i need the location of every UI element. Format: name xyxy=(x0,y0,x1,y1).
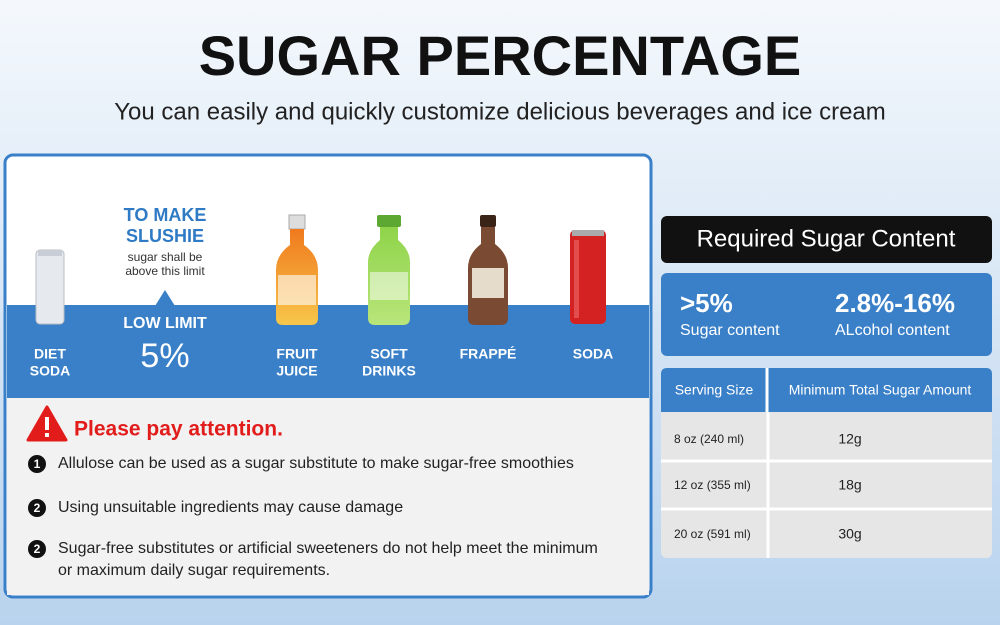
limit-label: LOW LIMIT xyxy=(123,315,207,332)
requirements-title: Required Sugar Content xyxy=(697,225,956,252)
sugar-amount: 30g xyxy=(838,526,861,542)
beverage-label: SODA xyxy=(573,346,613,362)
item-text: Sugar-free substitutes or artificial swe… xyxy=(58,540,598,557)
item-text: or maximum daily sugar requirements. xyxy=(58,562,330,579)
table-text: Serving Size Minimum Total Sugar Amount 8 … xyxy=(674,382,971,542)
stats: >5% Sugar content 2.8%-16% ALcohol content xyxy=(680,288,955,339)
beverage-band xyxy=(7,305,649,398)
stat-value: >5% xyxy=(680,288,733,318)
warning-icon xyxy=(26,405,68,442)
beverage-label: SOFT xyxy=(370,346,408,362)
slushie-heading: SLUSHIE xyxy=(126,226,204,246)
beverage-label: DIET xyxy=(34,346,66,362)
item-text: Allulose can be used as a sugar substitu… xyxy=(58,455,574,472)
serving-size: 20 oz (591 ml) xyxy=(674,527,751,541)
attention-items: 1 Allulose can be used as a sugar substit… xyxy=(28,455,598,579)
attention-title: Please pay attention. xyxy=(74,418,283,441)
beverage-label: DRINKS xyxy=(362,363,416,379)
serving-size: 8 oz (240 ml) xyxy=(674,432,744,446)
slushie-note: above this limit xyxy=(125,264,205,278)
beverage-label: JUICE xyxy=(276,363,317,379)
limit-value: 5% xyxy=(140,337,189,375)
sugar-amount: 18g xyxy=(838,477,861,493)
beverage-label: FRAPPÉ xyxy=(460,346,517,362)
slushie-note: sugar shall be xyxy=(128,250,203,264)
stats-box xyxy=(661,273,992,356)
serving-size: 12 oz (355 ml) xyxy=(674,478,751,492)
beverage-label: SODA xyxy=(30,363,70,379)
item-marker: 1 xyxy=(34,457,41,471)
column-header: Serving Size xyxy=(675,382,754,398)
juice-bottle xyxy=(276,214,318,325)
item-marker: 2 xyxy=(34,542,41,556)
item-marker-dot xyxy=(28,455,46,473)
soda-can xyxy=(570,230,606,324)
stat-label: ALcohol content xyxy=(835,322,950,339)
item-marker-dot xyxy=(28,540,46,558)
item-text: Using unsuitable ingredients may cause d… xyxy=(58,499,403,516)
subtitle: You can easily and quickly customize del… xyxy=(114,98,886,125)
limit-pointer xyxy=(155,290,175,306)
item-marker: 2 xyxy=(34,501,41,515)
stat-label: Sugar content xyxy=(680,322,780,339)
green-bottle xyxy=(368,215,410,325)
column-header: Minimum Total Sugar Amount xyxy=(789,382,972,398)
attention-panel xyxy=(7,398,649,595)
item-marker-dot xyxy=(28,499,46,517)
title: SUGAR PERCENTAGE xyxy=(199,24,802,87)
diet-soda-can xyxy=(35,249,65,325)
beverage-label: FRUIT xyxy=(276,346,318,362)
table-header xyxy=(661,368,992,412)
requirements-title-box xyxy=(661,216,992,263)
slushie-heading: TO MAKE xyxy=(124,205,207,225)
sugar-amount: 12g xyxy=(838,431,861,447)
frappe-bottle xyxy=(468,215,508,325)
stat-value: 2.8%-16% xyxy=(835,288,955,318)
